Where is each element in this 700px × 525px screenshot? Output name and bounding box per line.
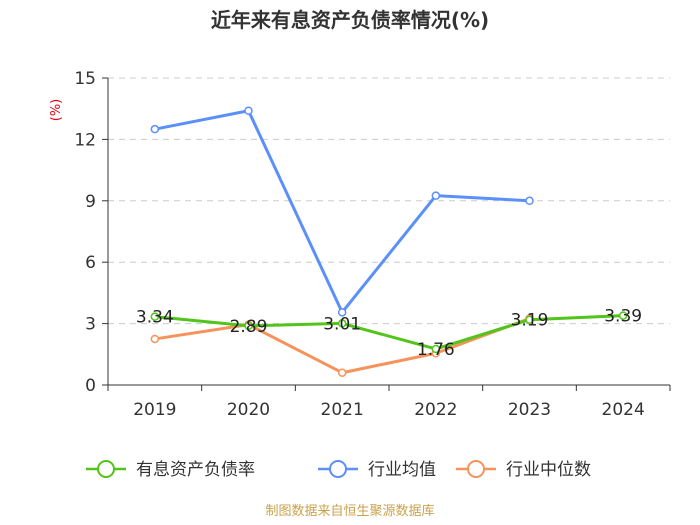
x-tick-label: 2021 — [321, 400, 364, 420]
series-point-1 — [525, 196, 534, 206]
legend-label: 行业均值 — [368, 460, 436, 480]
series-layer — [150, 106, 628, 377]
y-tick-label: 12 — [74, 130, 96, 150]
legend-label: 行业中位数 — [506, 460, 591, 480]
data-label: 1.76 — [417, 340, 455, 360]
legend: 有息资产负债率 行业均值 行业中位数 — [86, 460, 591, 480]
series-point-1 — [150, 124, 160, 134]
x-tick-label: 2024 — [602, 400, 645, 420]
series-point-1 — [337, 308, 347, 317]
x-tick-label: 2019 — [133, 400, 176, 420]
y-tick-label: 3 — [85, 315, 96, 335]
chart-title: 近年来有息资产负债率情况(%) — [211, 8, 489, 32]
grid-lines — [108, 77, 670, 325]
series-line-0 — [154, 314, 624, 351]
series-point-0 — [431, 344, 441, 354]
x-tick-label: 2020 — [227, 400, 270, 420]
data-label: 3.39 — [604, 307, 642, 327]
series-point-0 — [150, 312, 160, 321]
data-label: 3.01 — [323, 314, 361, 334]
data-label: 2.89 — [230, 317, 268, 337]
x-tick-label: 2022 — [414, 400, 457, 420]
y-axis-label: (%) — [49, 99, 64, 122]
series-point-0 — [337, 319, 347, 328]
series-point-2 — [150, 334, 160, 344]
y-tick-label: 15 — [74, 69, 96, 89]
y-tick-label: 6 — [85, 253, 96, 273]
series-line-1 — [154, 109, 530, 314]
source-note: 制图数据来自恒生聚源数据库 — [265, 503, 434, 519]
legend-label: 有息资产负债率 — [136, 460, 255, 480]
axes: 0 3 6 9 12 15 2019 2020 2021 2022 2023 2024 — [74, 69, 671, 420]
legend-swatch-marker — [97, 460, 115, 478]
series-point-2 — [337, 368, 347, 377]
y-tick-label: 0 — [85, 376, 96, 396]
data-label: 3.34 — [136, 308, 174, 328]
legend-swatch-marker — [467, 460, 485, 478]
series-point-0 — [525, 315, 534, 324]
x-tick-label: 2023 — [508, 400, 551, 420]
series-point-0 — [244, 321, 253, 331]
y-tick-label: 9 — [85, 192, 96, 212]
series-point-0 — [618, 311, 628, 320]
series-point-1 — [244, 106, 253, 115]
series-point-1 — [431, 191, 441, 200]
data-label: 3.19 — [511, 311, 549, 331]
data-labels: 3.34 2.89 3.01 1.76 3.19 3.39 — [136, 307, 642, 360]
legend-swatch-marker — [329, 460, 347, 478]
